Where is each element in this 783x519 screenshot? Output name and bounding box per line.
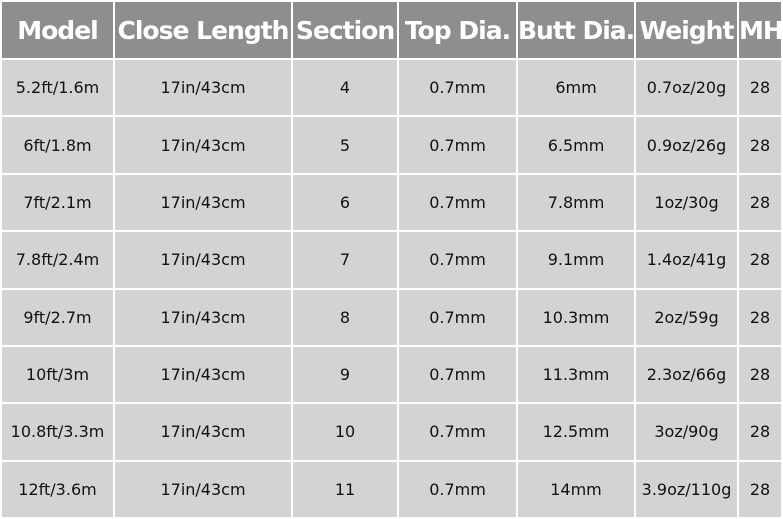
header-model: Model bbox=[2, 2, 113, 58]
cell-mh: 28 bbox=[739, 346, 781, 403]
table-row: 9ft/2.7m 17in/43cm 8 0.7mm 10.3mm 2oz/59g 28 bbox=[2, 289, 781, 345]
cell-close-length: 17in/43cm bbox=[115, 461, 291, 517]
cell-section: 4 bbox=[293, 60, 397, 116]
table-row: 10ft/3m 17in/43cm 9 0.7mm 11.3mm 2.3oz/66g 28 bbox=[2, 346, 781, 403]
cell-model: 10.8ft/3.3m bbox=[2, 404, 113, 460]
header-top-dia: Top Dia. bbox=[399, 2, 516, 58]
table-row: 5.2ft/1.6m 17in/43cm 4 0.7mm 6mm 0.7oz/20g 28 bbox=[2, 60, 781, 116]
cell-weight: 1oz/30g bbox=[636, 174, 737, 231]
cell-butt-dia: 7.8mm bbox=[518, 174, 634, 231]
cell-model: 7ft/2.1m bbox=[2, 174, 113, 231]
cell-butt-dia: 11.3mm bbox=[518, 346, 634, 403]
cell-top-dia: 0.7mm bbox=[399, 174, 516, 231]
cell-model: 9ft/2.7m bbox=[2, 289, 113, 345]
cell-weight: 3oz/90g bbox=[636, 404, 737, 460]
cell-section: 7 bbox=[293, 232, 397, 288]
cell-close-length: 17in/43cm bbox=[115, 346, 291, 403]
cell-model: 5.2ft/1.6m bbox=[2, 60, 113, 116]
header-section: Section bbox=[293, 2, 397, 58]
header-close-length: Close Length bbox=[115, 2, 291, 58]
table-row: 7ft/2.1m 17in/43cm 6 0.7mm 7.8mm 1oz/30g 28 bbox=[2, 174, 781, 231]
cell-mh: 28 bbox=[739, 289, 781, 345]
cell-top-dia: 0.7mm bbox=[399, 232, 516, 288]
cell-butt-dia: 10.3mm bbox=[518, 289, 634, 345]
cell-close-length: 17in/43cm bbox=[115, 174, 291, 231]
cell-top-dia: 0.7mm bbox=[399, 60, 516, 116]
cell-weight: 3.9oz/110g bbox=[636, 461, 737, 517]
cell-butt-dia: 9.1mm bbox=[518, 232, 634, 288]
cell-section: 5 bbox=[293, 117, 397, 173]
header-weight: Weight bbox=[636, 2, 737, 58]
cell-close-length: 17in/43cm bbox=[115, 60, 291, 116]
cell-weight: 0.7oz/20g bbox=[636, 60, 737, 116]
cell-section: 8 bbox=[293, 289, 397, 345]
cell-weight: 2.3oz/66g bbox=[636, 346, 737, 403]
cell-model: 6ft/1.8m bbox=[2, 117, 113, 173]
cell-close-length: 17in/43cm bbox=[115, 117, 291, 173]
cell-section: 11 bbox=[293, 461, 397, 517]
header-butt-dia: Butt Dia. bbox=[518, 2, 634, 58]
table-row: 10.8ft/3.3m 17in/43cm 10 0.7mm 12.5mm 3oz/90g… bbox=[2, 404, 781, 460]
cell-section: 10 bbox=[293, 404, 397, 460]
cell-mh: 28 bbox=[739, 232, 781, 288]
cell-weight: 0.9oz/26g bbox=[636, 117, 737, 173]
cell-close-length: 17in/43cm bbox=[115, 289, 291, 345]
cell-top-dia: 0.7mm bbox=[399, 404, 516, 460]
cell-model: 7.8ft/2.4m bbox=[2, 232, 113, 288]
cell-butt-dia: 12.5mm bbox=[518, 404, 634, 460]
cell-top-dia: 0.7mm bbox=[399, 461, 516, 517]
cell-model: 10ft/3m bbox=[2, 346, 113, 403]
cell-model: 12ft/3.6m bbox=[2, 461, 113, 517]
table-row: 6ft/1.8m 17in/43cm 5 0.7mm 6.5mm 0.9oz/26g 28 bbox=[2, 117, 781, 173]
table-row: 12ft/3.6m 17in/43cm 11 0.7mm 14mm 3.9oz/110g 2… bbox=[2, 461, 781, 517]
cell-mh: 28 bbox=[739, 60, 781, 116]
cell-mh: 28 bbox=[739, 174, 781, 231]
cell-section: 6 bbox=[293, 174, 397, 231]
cell-top-dia: 0.7mm bbox=[399, 346, 516, 403]
cell-mh: 28 bbox=[739, 117, 781, 173]
cell-close-length: 17in/43cm bbox=[115, 232, 291, 288]
header-row: Model Close Length Section Top Dia. Butt Dia… bbox=[2, 2, 781, 58]
cell-close-length: 17in/43cm bbox=[115, 404, 291, 460]
table-row: 7.8ft/2.4m 17in/43cm 7 0.7mm 9.1mm 1.4oz/41g 2… bbox=[2, 232, 781, 288]
cell-butt-dia: 6mm bbox=[518, 60, 634, 116]
cell-top-dia: 0.7mm bbox=[399, 117, 516, 173]
cell-weight: 1.4oz/41g bbox=[636, 232, 737, 288]
cell-weight: 2oz/59g bbox=[636, 289, 737, 345]
cell-butt-dia: 14mm bbox=[518, 461, 634, 517]
cell-butt-dia: 6.5mm bbox=[518, 117, 634, 173]
header-mh: MH bbox=[739, 2, 781, 58]
cell-mh: 28 bbox=[739, 461, 781, 517]
cell-section: 9 bbox=[293, 346, 397, 403]
cell-mh: 28 bbox=[739, 404, 781, 460]
cell-top-dia: 0.7mm bbox=[399, 289, 516, 345]
